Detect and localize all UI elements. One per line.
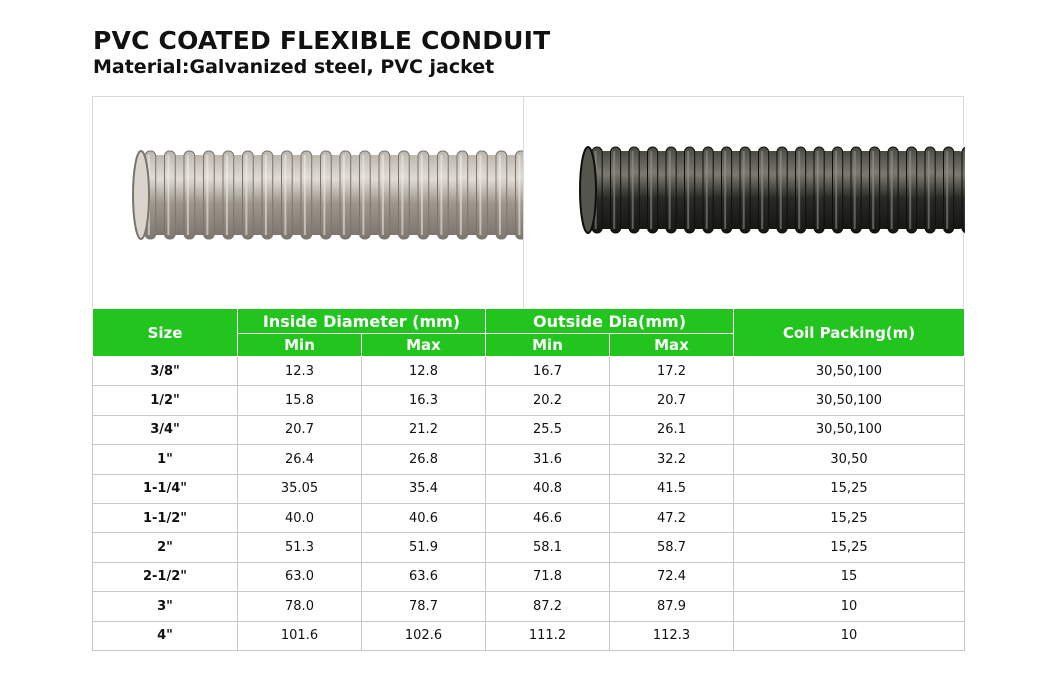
header-outside-min: Min <box>485 333 610 357</box>
cell-outside-min: 31.6 <box>485 444 610 475</box>
page-subtitle: Material:Galvanized steel, PVC jacket <box>93 56 495 78</box>
cell-coil: 15,25 <box>733 473 965 504</box>
table-row: 3/4" 20.7 21.2 25.5 26.1 30,50,100 <box>92 414 965 446</box>
cell-inside-max: 12.8 <box>361 355 486 387</box>
black-conduit-image <box>579 146 965 234</box>
table-row: 3" 78.0 78.7 87.2 87.9 10 <box>92 591 965 622</box>
table-row: 1-1/2" 40.0 40.6 46.6 47.2 15,25 <box>92 502 965 534</box>
cell-inside-min: 20.7 <box>237 414 362 446</box>
grey-body <box>132 150 523 240</box>
cell-outside-max: 112.3 <box>609 620 734 651</box>
cell-coil: 30,50,100 <box>733 385 965 416</box>
cell-inside-max: 21.2 <box>361 414 486 446</box>
cell-inside-max: 40.6 <box>361 502 486 534</box>
cell-inside-min: 15.8 <box>237 385 362 416</box>
cell-size: 1/2" <box>92 385 238 416</box>
table-row: 3/8" 12.3 12.8 16.7 17.2 30,50,100 <box>92 355 965 387</box>
header-inside-min: Min <box>237 333 362 357</box>
cell-inside-max: 51.9 <box>361 532 486 563</box>
spec-table: Size Inside Diameter (mm) Outside Dia(mm… <box>92 308 965 651</box>
cell-outside-min: 40.8 <box>485 473 610 504</box>
cell-inside-max: 102.6 <box>361 620 486 651</box>
table-row: 1" 26.4 26.8 31.6 32.2 30,50 <box>92 444 965 475</box>
cell-coil: 30,50,100 <box>733 414 965 446</box>
table-row: 2-1/2" 63.0 63.6 71.8 72.4 15 <box>92 561 965 593</box>
cell-outside-min: 71.8 <box>485 561 610 593</box>
cell-coil: 15,25 <box>733 532 965 563</box>
cell-outside-min: 46.6 <box>485 502 610 534</box>
cell-inside-min: 101.6 <box>237 620 362 651</box>
cell-outside-max: 20.7 <box>609 385 734 416</box>
cell-size: 1-1/4" <box>92 473 238 504</box>
cell-size: 1-1/2" <box>92 502 238 534</box>
cell-coil: 15 <box>733 561 965 593</box>
cell-inside-min: 78.0 <box>237 591 362 622</box>
cell-coil: 10 <box>733 591 965 622</box>
cell-inside-min: 51.3 <box>237 532 362 563</box>
cell-inside-min: 40.0 <box>237 502 362 534</box>
header-outside-diameter: Outside Dia(mm) <box>485 308 734 334</box>
cell-inside-min: 35.05 <box>237 473 362 504</box>
product-photos <box>92 96 965 308</box>
table-row: 1-1/4" 35.05 35.4 40.8 41.5 15,25 <box>92 473 965 504</box>
cell-outside-max: 17.2 <box>609 355 734 387</box>
cell-coil: 30,50 <box>733 444 965 475</box>
header-inside-diameter: Inside Diameter (mm) <box>237 308 486 334</box>
cell-size: 1" <box>92 444 238 475</box>
cell-outside-max: 87.9 <box>609 591 734 622</box>
cell-outside-max: 58.7 <box>609 532 734 563</box>
cell-outside-max: 26.1 <box>609 414 734 446</box>
cell-inside-max: 35.4 <box>361 473 486 504</box>
cell-outside-min: 25.5 <box>485 414 610 446</box>
header-inside-max: Max <box>361 333 486 357</box>
page-title: PVC COATED FLEXIBLE CONDUIT <box>93 26 551 55</box>
table-row: 4" 101.6 102.6 111.2 112.3 10 <box>92 620 965 651</box>
cell-inside-min: 63.0 <box>237 561 362 593</box>
cell-outside-max: 41.5 <box>609 473 734 504</box>
table-row: 1/2" 15.8 16.3 20.2 20.7 30,50,100 <box>92 385 965 416</box>
cell-coil: 10 <box>733 620 965 651</box>
cell-inside-max: 16.3 <box>361 385 486 416</box>
cell-coil: 15,25 <box>733 502 965 534</box>
cell-size: 2-1/2" <box>92 561 238 593</box>
header-coil-packing: Coil Packing(m) <box>733 308 965 357</box>
black-conduit-photo <box>524 97 965 308</box>
cell-outside-min: 20.2 <box>485 385 610 416</box>
cell-outside-max: 72.4 <box>609 561 734 593</box>
cell-outside-max: 47.2 <box>609 502 734 534</box>
cell-outside-min: 87.2 <box>485 591 610 622</box>
cell-outside-min: 111.2 <box>485 620 610 651</box>
cell-outside-min: 16.7 <box>485 355 610 387</box>
grey-conduit-photo <box>93 97 524 308</box>
cell-coil: 30,50,100 <box>733 355 965 387</box>
cell-inside-min: 26.4 <box>237 444 362 475</box>
cell-size: 3" <box>92 591 238 622</box>
cell-outside-max: 32.2 <box>609 444 734 475</box>
cell-inside-max: 63.6 <box>361 561 486 593</box>
cell-size: 2" <box>92 532 238 563</box>
cell-size: 3/4" <box>92 414 238 446</box>
table-row: 2" 51.3 51.9 58.1 58.7 15,25 <box>92 532 965 563</box>
cell-inside-min: 12.3 <box>237 355 362 387</box>
cell-inside-max: 78.7 <box>361 591 486 622</box>
cell-size: 3/8" <box>92 355 238 387</box>
cell-size: 4" <box>92 620 238 651</box>
header-size: Size <box>92 308 238 357</box>
black-body <box>579 146 965 234</box>
cell-inside-max: 26.8 <box>361 444 486 475</box>
grey-conduit-image <box>132 150 523 240</box>
cell-outside-min: 58.1 <box>485 532 610 563</box>
header-outside-max: Max <box>609 333 734 357</box>
